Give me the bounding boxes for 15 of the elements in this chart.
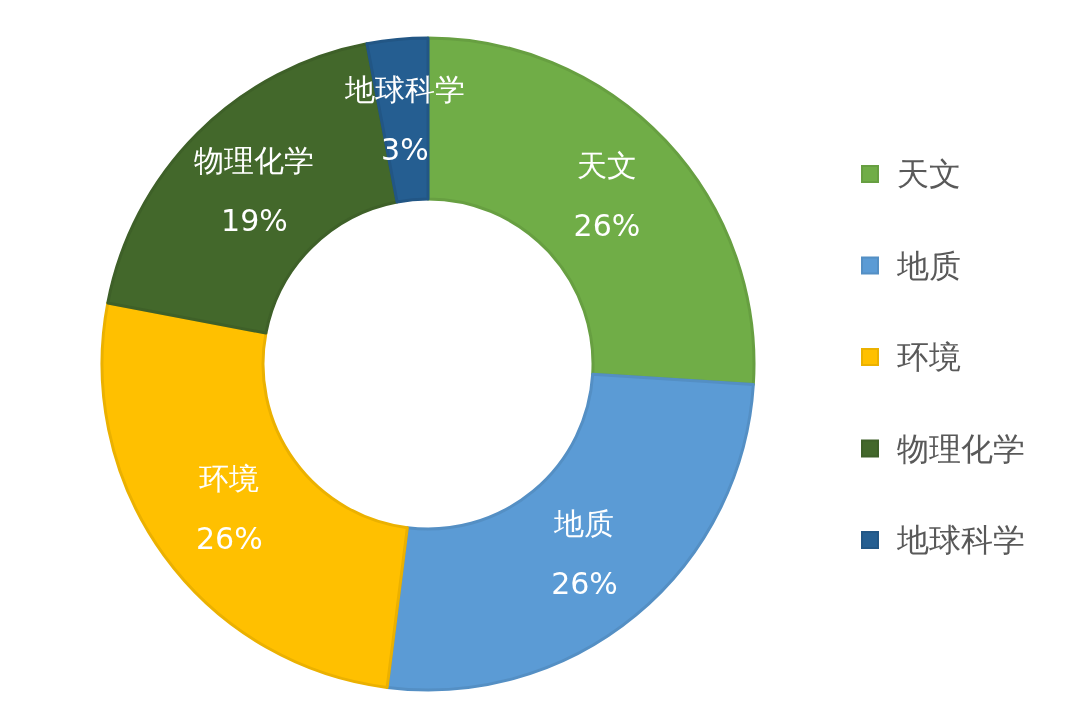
slice-label: 天文: [576, 148, 637, 184]
data-label: 26%: [573, 208, 641, 244]
data-label: 3%: [381, 132, 429, 168]
legend-label: 环境: [897, 338, 961, 376]
slice-label: 地质: [553, 505, 615, 541]
slice-label: 物理化学: [194, 142, 315, 178]
data-label: 26%: [196, 520, 263, 556]
data-label: 19%: [221, 202, 288, 238]
legend-label: 地质: [896, 246, 961, 285]
legend-label: 物理化学: [897, 429, 1025, 468]
data-label: 26%: [551, 565, 618, 601]
slice-label: 环境: [199, 460, 260, 496]
slice-label: 地球科学: [343, 72, 465, 108]
legend-label: 天文: [897, 155, 961, 193]
legend-label: 地球科学: [896, 521, 1025, 559]
